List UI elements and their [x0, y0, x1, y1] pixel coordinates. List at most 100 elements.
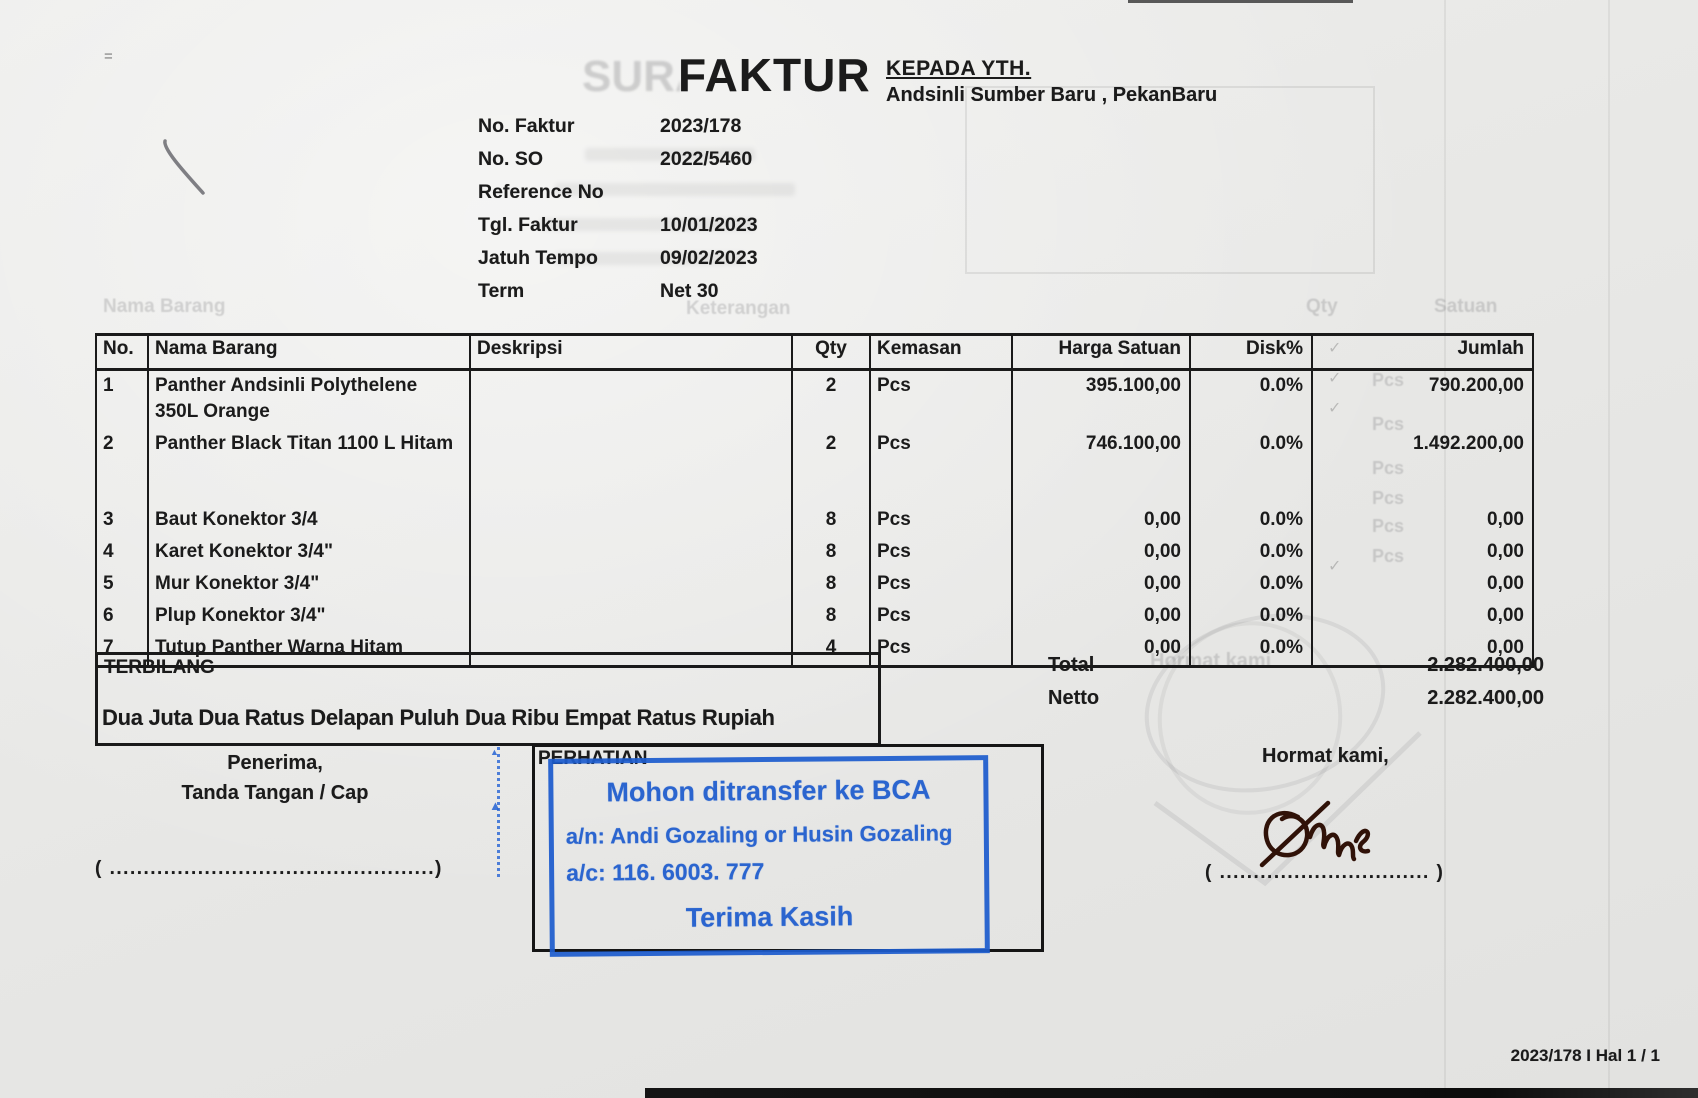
- detail-row: Jatuh Tempo 09/02/2023: [478, 247, 758, 280]
- item-price: 0,00: [1011, 505, 1191, 537]
- item-unit: Pcs: [869, 369, 1013, 429]
- stamp-account-name: a/n: Andi Gozaling or Husin Gozaling: [565, 820, 953, 849]
- item-row: 5 Mur Konektor 3/4" 8 Pcs 0,00 0.0% 0,00: [95, 569, 1534, 601]
- item-total: 790.200,00: [1311, 369, 1534, 429]
- handwritten-signature: [1259, 800, 1371, 868]
- item-discount: 0.0%: [1189, 601, 1313, 633]
- ghost-header-keterangan: Keterangan: [686, 298, 791, 319]
- item-desc: [469, 569, 793, 601]
- ghost-text-bar: [555, 183, 795, 196]
- stamp-ink-arrow-icon: ▲: [489, 798, 502, 813]
- detail-label: No. SO: [478, 148, 544, 170]
- item-qty: 8: [791, 601, 871, 633]
- receiver-label: Penerima,: [227, 752, 323, 774]
- item-row: 1 Panther Andsinli Polythelene 350L Oran…: [95, 369, 1534, 429]
- item-total: 0,00: [1311, 505, 1534, 537]
- item-price: 0,00: [1011, 537, 1191, 569]
- item-qty: 8: [791, 569, 871, 601]
- item-price: 0,00: [1011, 601, 1191, 633]
- ghost-text-bar: [540, 218, 755, 231]
- item-unit: Pcs: [869, 569, 1013, 601]
- col-header-qty: Qty: [791, 333, 871, 371]
- recipient-label: KEPADA YTH.: [886, 57, 1032, 80]
- paperclip-mark: [163, 139, 205, 195]
- detail-row: Reference No: [478, 181, 758, 214]
- table-header-row: No. Nama Barang Deskripsi Qty Kemasan Ha…: [95, 333, 1534, 371]
- item-name: Panther Andsinli Polythelene 350L Orange: [147, 369, 471, 429]
- ghost-header-qty: Qty: [1306, 296, 1338, 317]
- attention-label: PERHATIAN: [538, 748, 648, 769]
- total-row: Total 2.282.400,00: [1048, 654, 1544, 687]
- detail-label: Reference No: [478, 181, 604, 203]
- detail-value: Net 30: [660, 280, 719, 302]
- terbilang-label: TERBILANG: [104, 657, 215, 678]
- stamp-bank-line: Mohon ditransfer ke BCA: [606, 774, 931, 808]
- item-qty: 8: [791, 537, 871, 569]
- fold-crease: [1608, 0, 1610, 1098]
- netto-row: Netto 2.282.400,00: [1048, 687, 1544, 720]
- item-qty: 8: [791, 505, 871, 537]
- receiver-sublabel: Tanda Tangan / Cap: [181, 782, 369, 804]
- item-unit: Pcs: [869, 537, 1013, 569]
- item-unit: Pcs: [869, 429, 1013, 505]
- item-price: 0,00: [1011, 633, 1191, 668]
- detail-value: 10/01/2023: [660, 214, 758, 236]
- detail-value: 2022/5460: [660, 148, 753, 170]
- item-total: 0,00: [1311, 537, 1534, 569]
- scan-corner-mark: =: [104, 48, 113, 65]
- item-discount: 0.0%: [1189, 429, 1313, 505]
- item-row: 2 Panther Black Titan 1100 L Hitam 2 Pcs…: [95, 429, 1534, 505]
- item-no: 5: [95, 569, 149, 601]
- item-name: Karet Konektor 3/4": [147, 537, 471, 569]
- terbilang-text: Dua Juta Dua Ratus Delapan Puluh Dua Rib…: [102, 705, 775, 730]
- item-unit: Pcs: [869, 633, 1013, 668]
- page-reference-footer: 2023/178 I Hal 1 / 1: [1510, 1046, 1660, 1065]
- line-items-table: No. Nama Barang Deskripsi Qty Kemasan Ha…: [95, 333, 1534, 668]
- item-no: 2: [95, 429, 149, 505]
- amount-in-words-box: TERBILANG Dua Juta Dua Ratus Delapan Pul…: [95, 652, 881, 746]
- col-header-harga-satuan: Harga Satuan: [1011, 333, 1191, 371]
- item-qty: 4: [791, 633, 871, 668]
- col-header-jumlah: Jumlah: [1311, 333, 1534, 371]
- attention-box: [532, 744, 1044, 952]
- total-value: 2.282.400,00: [1427, 654, 1544, 676]
- item-name: Panther Black Titan 1100 L Hitam: [147, 429, 471, 505]
- item-name: Mur Konektor 3/4": [147, 569, 471, 601]
- col-header-kemasan: Kemasan: [869, 333, 1013, 371]
- item-unit: Pcs: [869, 601, 1013, 633]
- detail-row: Tgl. Faktur 10/01/2023: [478, 214, 758, 247]
- detail-row: Term Net 30: [478, 280, 758, 313]
- ghost-header-nama-barang: Nama Barang: [103, 296, 226, 317]
- item-qty: 2: [791, 429, 871, 505]
- stamp-ink-dotted-line: [497, 747, 500, 877]
- stamp-thanks-line: Terima Kasih: [685, 901, 854, 933]
- sender-signature-line: ( ............................... ): [1205, 862, 1445, 883]
- detail-label: Term: [478, 280, 525, 302]
- detail-row: No. Faktur 2023/178: [478, 115, 758, 148]
- ghost-text-bar: [555, 252, 745, 265]
- item-total: 0,00: [1311, 569, 1534, 601]
- item-desc: [469, 633, 793, 668]
- item-price: 0,00: [1011, 569, 1191, 601]
- item-no: 1: [95, 369, 149, 429]
- stamp-account-number: a/c: 116. 6003. 777: [566, 858, 765, 886]
- col-header-no: No.: [95, 333, 149, 371]
- item-no: 7: [95, 633, 149, 668]
- item-row: 7 Tutup Panther Warna Hitam 4 Pcs 0,00 0…: [95, 633, 1534, 668]
- ghost-reverse-box: [965, 86, 1375, 274]
- item-qty: 2: [791, 369, 871, 429]
- item-discount: 0.0%: [1189, 505, 1313, 537]
- detail-label: No. Faktur: [478, 115, 575, 137]
- item-discount: 0.0%: [1189, 369, 1313, 429]
- detail-label: Tgl. Faktur: [478, 214, 578, 236]
- scan-edge-line: [1128, 0, 1353, 3]
- item-desc: [469, 369, 793, 429]
- item-discount: 0.0%: [1189, 569, 1313, 601]
- item-total: 0,00: [1311, 633, 1534, 668]
- netto-value: 2.282.400,00: [1427, 687, 1544, 709]
- stamp-ink-arrow-icon: ▲: [490, 747, 499, 757]
- item-desc: [469, 601, 793, 633]
- col-header-nama-barang: Nama Barang: [147, 333, 471, 371]
- item-no: 6: [95, 601, 149, 633]
